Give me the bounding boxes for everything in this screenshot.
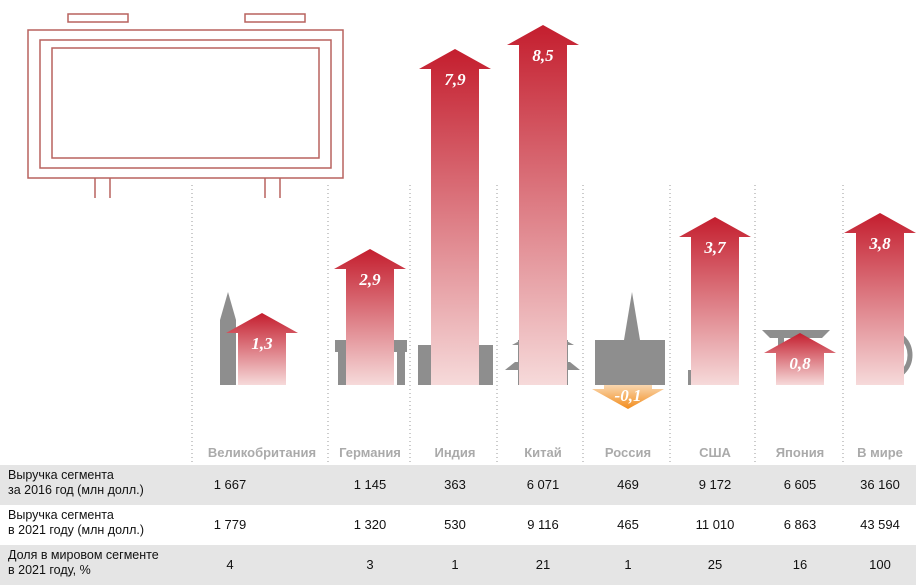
table-cell: 6 863 xyxy=(760,517,840,532)
table-cell: 530 xyxy=(415,517,495,532)
table-cell: 36 160 xyxy=(840,477,916,492)
row-label: Выручка сегмента за 2016 год (млн долл.) xyxy=(8,468,144,498)
category-label: Россия xyxy=(605,445,651,460)
infographic: 1,3 Великобритания 2,9 Германия 7,9 Индия 8,5 К… xyxy=(0,0,916,586)
row-label: Доля в мировом сегменте в 2021 году, % xyxy=(8,548,159,578)
value-label: 0,8 xyxy=(789,354,811,373)
table-cell: 16 xyxy=(760,557,840,572)
category-label: Япония xyxy=(776,445,825,460)
category-label: Германия xyxy=(339,445,401,460)
table-cell: 1 320 xyxy=(330,517,410,532)
value-label: 7,9 xyxy=(444,70,466,89)
table-cell: 100 xyxy=(840,557,916,572)
table-cell: 6 605 xyxy=(760,477,840,492)
table-cell: 21 xyxy=(503,557,583,572)
table-cell: 1 xyxy=(588,557,668,572)
category-label: Китай xyxy=(524,445,562,460)
arrow xyxy=(507,25,579,385)
table-cell: 465 xyxy=(588,517,668,532)
table-cell: 9 172 xyxy=(675,477,755,492)
value-label: 8,5 xyxy=(532,46,554,65)
value-label: 3,8 xyxy=(868,234,891,253)
table-cell: 3 xyxy=(330,557,410,572)
table-cell: 469 xyxy=(588,477,668,492)
table-row: Выручка сегмента в 2021 году (млн долл.)… xyxy=(0,505,916,545)
arrow xyxy=(419,49,491,385)
table-cell: 4 xyxy=(190,557,270,572)
table-cell: 9 116 xyxy=(503,517,583,532)
category-label: Великобритания xyxy=(208,445,316,460)
table-cell: 11 010 xyxy=(675,517,755,532)
category-label: США xyxy=(699,445,731,460)
table-cell: 43 594 xyxy=(840,517,916,532)
row-label: Выручка сегмента в 2021 году (млн долл.) xyxy=(8,508,144,538)
table-cell: 1 xyxy=(415,557,495,572)
category-label: Индия xyxy=(434,445,475,460)
table-row: Доля в мировом сегменте в 2021 году, % 4 3… xyxy=(0,545,916,585)
value-label: -0,1 xyxy=(615,386,642,405)
billboard xyxy=(28,14,343,198)
table-cell: 25 xyxy=(675,557,755,572)
value-label: 1,3 xyxy=(251,334,273,353)
table-cell: 1 667 xyxy=(190,477,270,492)
table-cell: 6 071 xyxy=(503,477,583,492)
table-cell: 363 xyxy=(415,477,495,492)
table-cell: 1 779 xyxy=(190,517,270,532)
table-row: Выручка сегмента за 2016 год (млн долл.)… xyxy=(0,465,916,505)
value-label: 3,7 xyxy=(703,238,727,257)
table-cell: 1 145 xyxy=(330,477,410,492)
value-label: 2,9 xyxy=(358,270,381,289)
category-label: В мире xyxy=(857,445,903,460)
